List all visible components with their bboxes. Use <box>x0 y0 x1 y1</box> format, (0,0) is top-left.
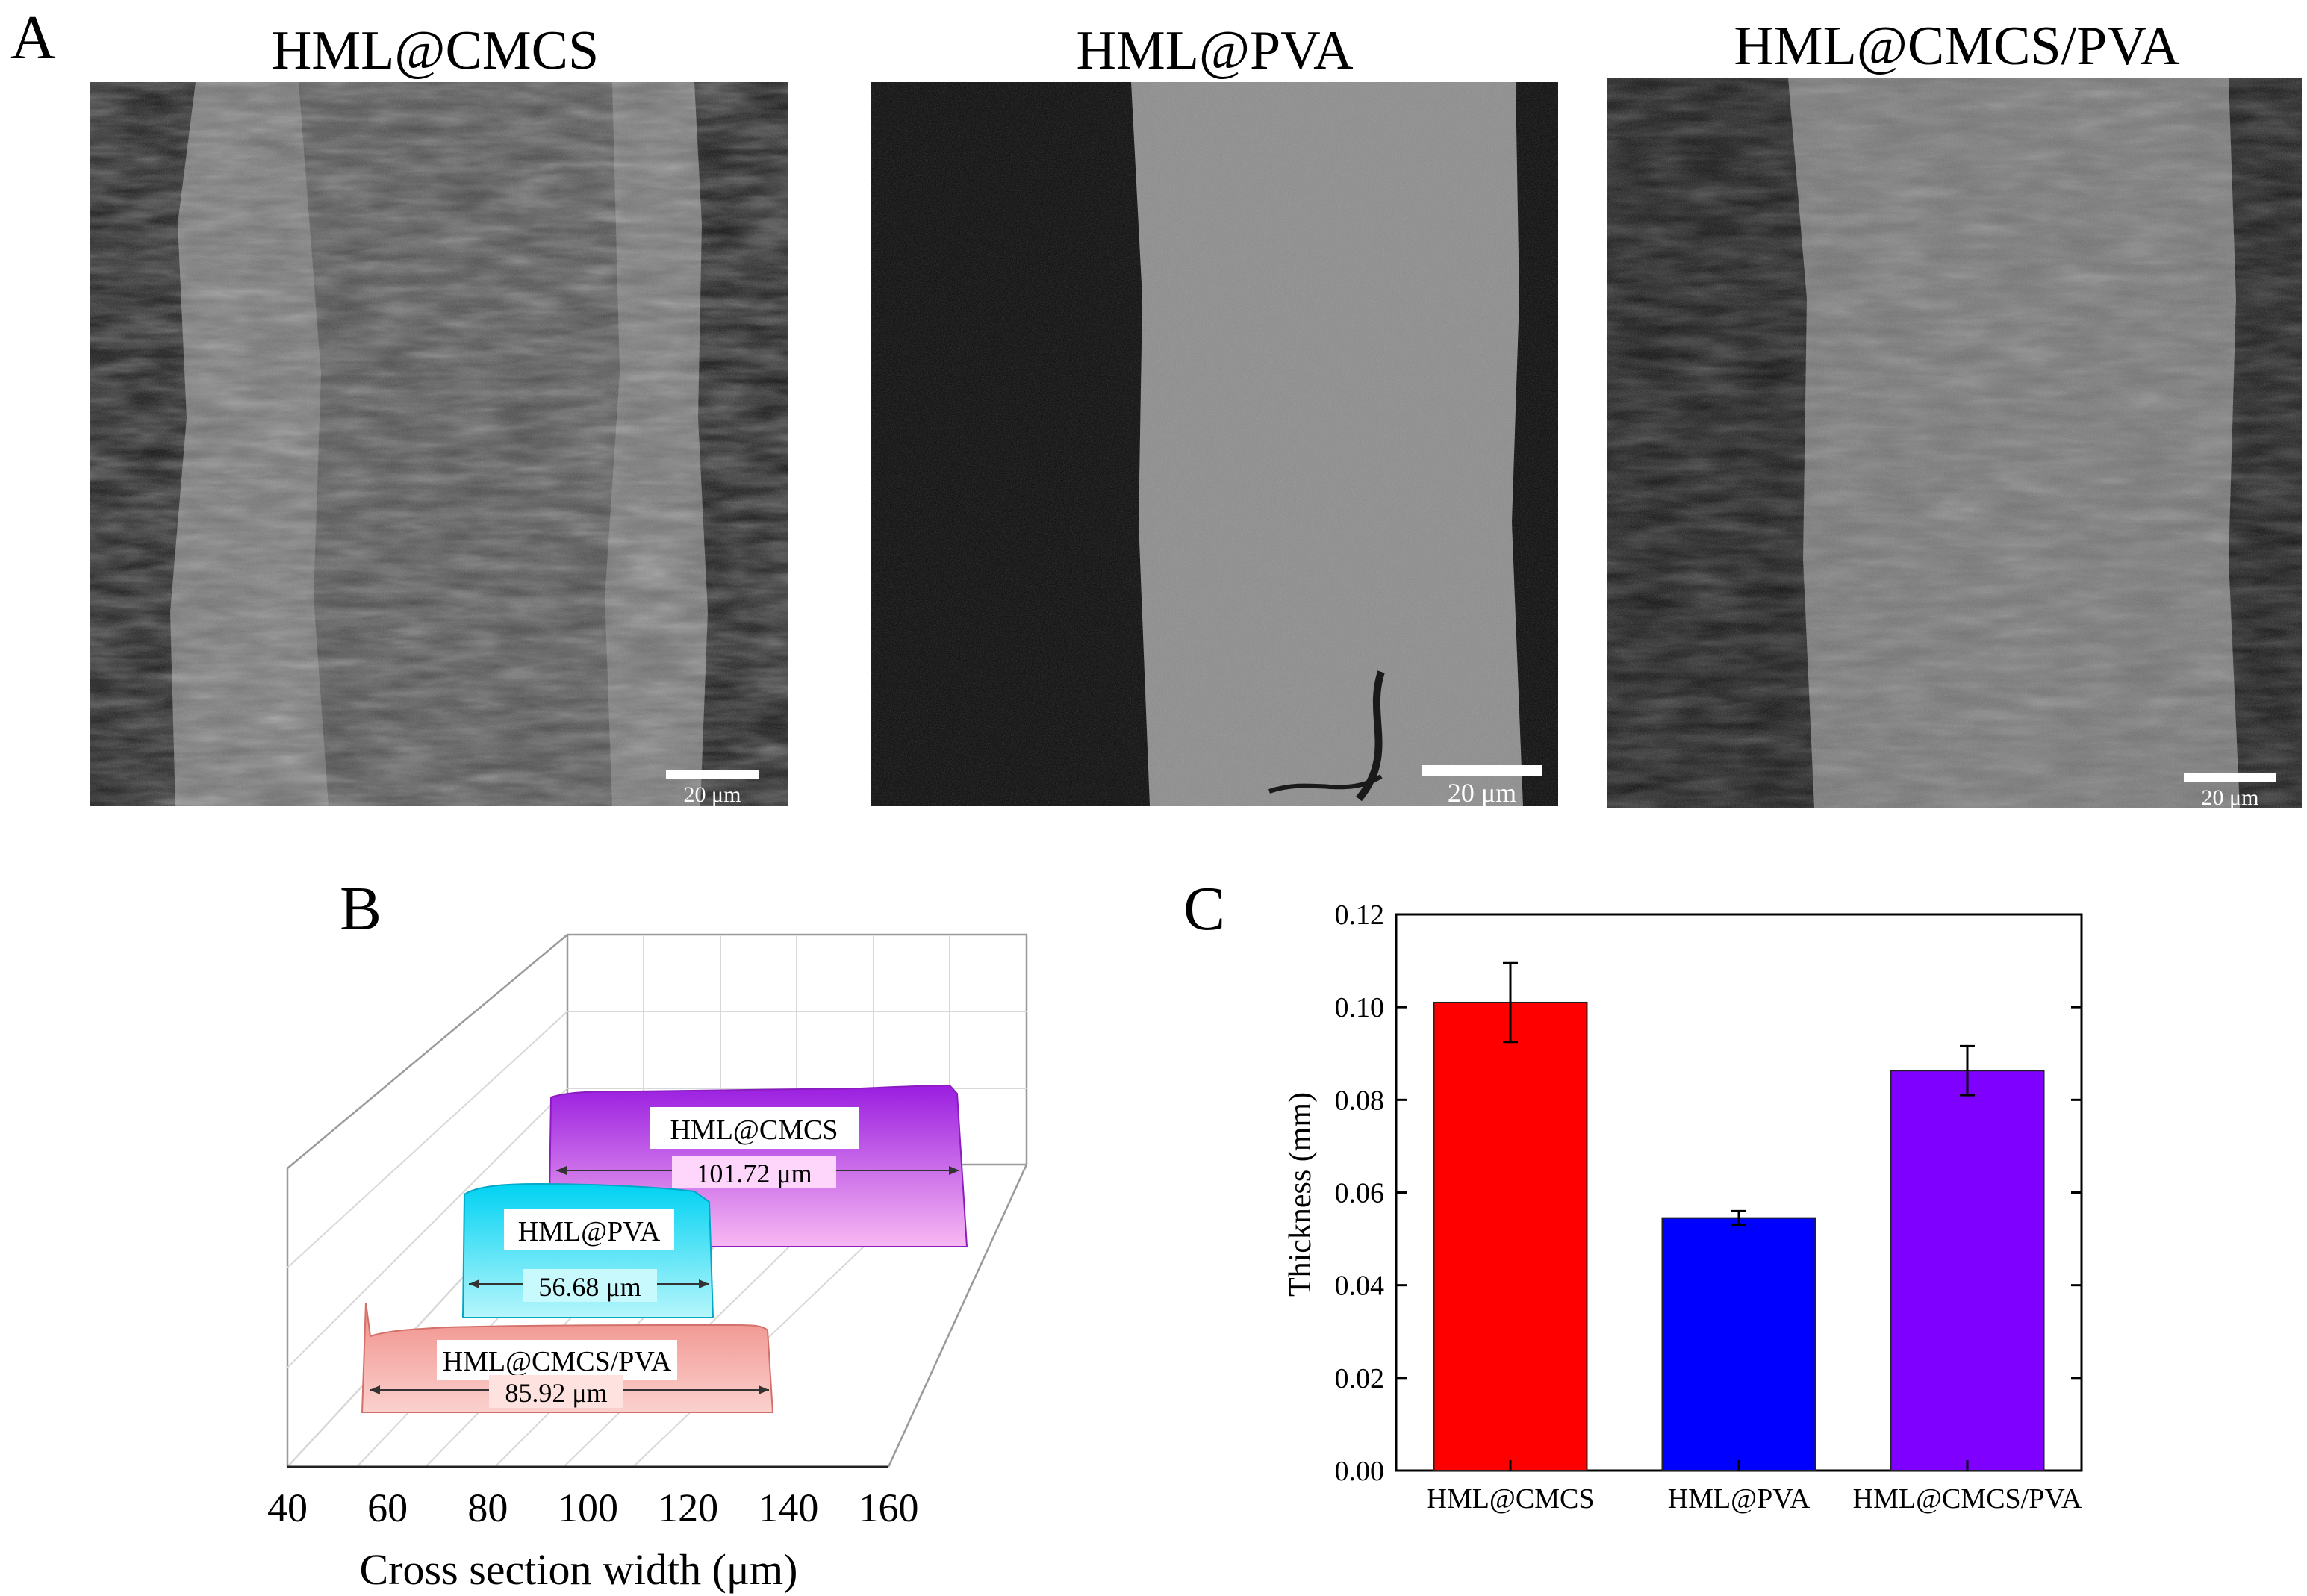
profile-hml-pva: HML@PVA 56.68 μm <box>461 1182 714 1318</box>
y-tick-label: 0.12 <box>1335 900 1385 931</box>
panel-b-letter: B <box>340 874 382 944</box>
scale-bar-label: 20 μm <box>1448 778 1516 808</box>
bar <box>1661 1217 1816 1472</box>
bar <box>1433 1001 1588 1472</box>
x-tick-label: 160 <box>859 1486 919 1530</box>
micrograph-title: HML@PVA <box>1076 20 1353 81</box>
panel-c: C 0.00 0.02 0.04 0.06 0.08 0.10 0.12 HML@CMCS HM… <box>1183 874 2083 1515</box>
micrograph-title: HML@CMCS/PVA <box>1734 16 2179 77</box>
x-tick-label: 40 <box>267 1486 308 1530</box>
x-tick-labels: 40 60 80 100 120 140 160 <box>267 1486 919 1530</box>
panel-b: B <box>267 874 1028 1594</box>
series-label: HML@PVA <box>518 1216 661 1247</box>
panel-a-letter: A <box>10 3 56 72</box>
micrograph-hml-pva: HML@PVA 20 μm <box>871 20 1558 808</box>
bar <box>1890 1070 2045 1471</box>
width-label: 101.72 μm <box>696 1159 812 1188</box>
x-tick-label: 80 <box>467 1486 508 1530</box>
series-label: HML@CMCS <box>670 1115 838 1146</box>
micrograph-hml-cmcs-pva: HML@CMCS/PVA 20 μm <box>1607 16 2302 810</box>
bar-chart: 0.00 0.02 0.04 0.06 0.08 0.10 0.12 HML@CMCS HML@… <box>1335 900 2083 1515</box>
y-tick-label: 0.08 <box>1335 1085 1385 1116</box>
panel-a: A HML@CMCS 20 μm HML@PVA 20 μm HML@CMCS/… <box>10 3 2302 810</box>
panel-c-letter: C <box>1183 874 1225 944</box>
x-axis-title: Cross section width (μm) <box>360 1545 798 1594</box>
x-tick-label: 140 <box>758 1486 818 1530</box>
y-tick-label: 0.00 <box>1335 1456 1385 1487</box>
x-tick-label: 60 <box>367 1486 408 1530</box>
profile-hml-cmcs-pva: HML@CMCS/PVA 85.92 μm <box>361 1302 774 1413</box>
y-tick-label: 0.10 <box>1335 992 1385 1023</box>
width-label: 85.92 μm <box>505 1378 607 1408</box>
width-label: 56.68 μm <box>538 1272 641 1302</box>
x-category-label: HML@CMCS <box>1426 1483 1594 1515</box>
y-axis-title: Thickness (mm) <box>1283 1092 1318 1297</box>
scale-bar-label: 20 μm <box>684 782 741 807</box>
y-tick-label: 0.06 <box>1335 1178 1385 1209</box>
x-tick-label: 100 <box>558 1486 618 1530</box>
scale-bar-label: 20 μm <box>2202 785 2259 810</box>
x-category-label: HML@CMCS/PVA <box>1853 1483 2082 1515</box>
micrograph-hml-cmcs: HML@CMCS 20 μm <box>90 20 788 807</box>
y-tick-label: 0.04 <box>1335 1271 1385 1302</box>
x-category-label: HML@PVA <box>1668 1483 1811 1515</box>
micrograph-title: HML@CMCS <box>272 20 599 81</box>
series-label: HML@CMCS/PVA <box>443 1346 672 1377</box>
x-tick-label: 120 <box>658 1486 718 1530</box>
y-tick-label: 0.02 <box>1335 1363 1385 1394</box>
